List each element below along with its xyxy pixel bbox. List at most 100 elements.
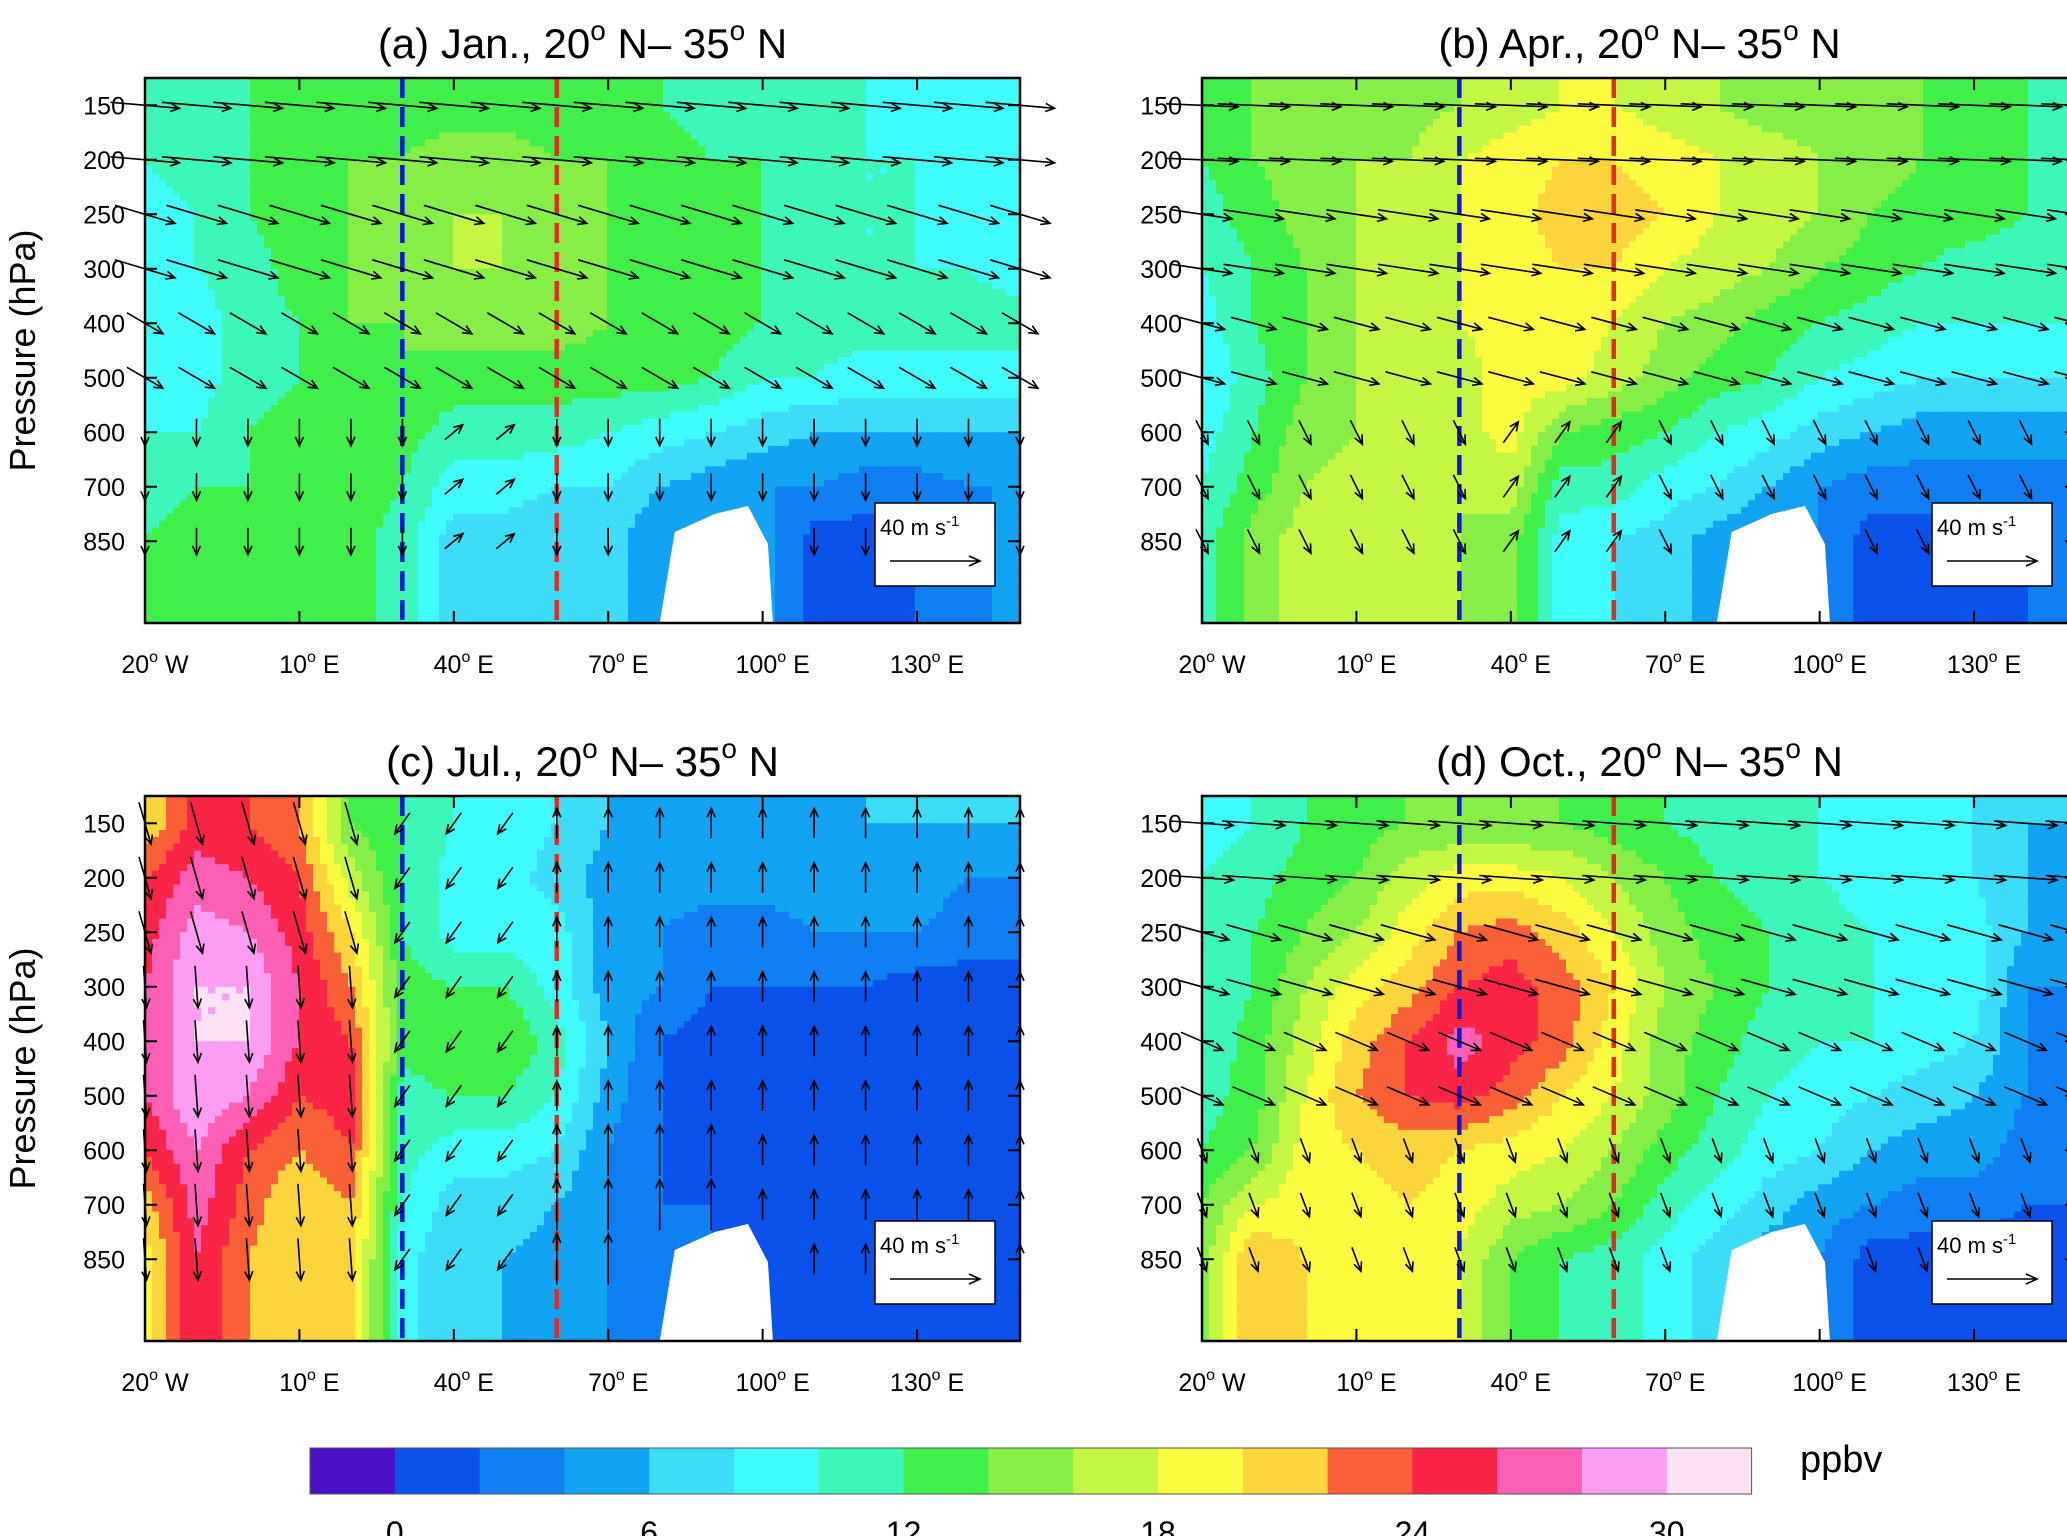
reference-vector: 40 m s-1 (874, 1220, 996, 1305)
wind-arrow (1865, 1138, 1877, 1165)
wind-arrow (1814, 1138, 1826, 1165)
wind-arrow (191, 418, 202, 448)
wind-arrow (1608, 1192, 1620, 1219)
wind-arrow (809, 1187, 819, 1220)
wind-arrow (860, 418, 871, 448)
wind-arrow (316, 156, 388, 167)
wind-arrow (1480, 263, 1543, 277)
wind-arrow (213, 156, 285, 167)
wind-arrow (654, 915, 665, 948)
wind-arrow (1438, 1031, 1483, 1052)
wind-arrow (1273, 820, 1339, 830)
wind-arrow (1554, 420, 1571, 444)
wind-arrow (933, 101, 1005, 113)
wind-arrow (1335, 1086, 1380, 1106)
wind-arrow (1427, 874, 1493, 885)
wind-arrow (435, 312, 474, 335)
wind-arrow (1788, 874, 1854, 885)
wind-arrow (1386, 1086, 1431, 1106)
wind-arrow (1554, 529, 1571, 553)
wind-arrow (603, 527, 614, 557)
wind-arrow (192, 1183, 203, 1228)
wind-arrow (692, 312, 731, 335)
wind-arrow (1796, 316, 1844, 332)
wind-arrow (809, 806, 819, 839)
wind-arrow (470, 101, 542, 113)
wind-arrow (1505, 1192, 1517, 1219)
wind-arrow (654, 860, 665, 893)
wind-arrow (654, 1078, 665, 1111)
wind-arrow (860, 860, 871, 893)
wind-arrow (1489, 1086, 1534, 1106)
wind-arrow (1248, 1192, 1260, 1219)
wind-arrow (294, 473, 305, 503)
x-tick-label: 10o E (1336, 1367, 1396, 1397)
wind-arrow (551, 915, 562, 948)
y-tick-label: 500 (1140, 365, 1182, 393)
wind-arrow (1483, 924, 1540, 942)
plot-frame (143, 76, 1022, 625)
wind-arrow (264, 101, 336, 113)
wind-arrow (1283, 1031, 1328, 1052)
wind-arrow (1686, 263, 1749, 277)
wind-arrow (1840, 263, 1904, 277)
wind-arrow (963, 1133, 974, 1166)
wind-arrow (860, 527, 871, 557)
wind-arrow (835, 204, 898, 226)
wind-arrow (295, 1238, 306, 1283)
y-tick-label: 300 (1140, 256, 1182, 284)
colorbar-swatch (1327, 1448, 1413, 1494)
wind-arrow (706, 1122, 716, 1176)
wind-arrow (1736, 820, 1802, 830)
wind-arrow (496, 1248, 514, 1272)
terrain-mask (1716, 1224, 1830, 1341)
wind-arrow (882, 101, 954, 113)
wind-arrow (779, 156, 851, 167)
x-tick-label: 20o W (121, 1367, 189, 1397)
wind-arrow (1901, 1031, 1946, 1052)
wind-arrow (912, 1133, 922, 1166)
x-tick-label: 100o E (1793, 649, 1867, 679)
wind-arrow (603, 806, 614, 839)
colorbar-swatch (479, 1448, 565, 1494)
colorbar-frame (309, 1447, 1753, 1495)
wind-arrow (1488, 316, 1536, 332)
y-axis-label: Pressure (hPa) (2, 947, 43, 1189)
wind-arrow (603, 418, 614, 448)
wind-arrow (1377, 263, 1440, 277)
panel-title: (a) Jan., 20o N– 35o N (378, 15, 787, 67)
y-tick-label: 200 (1140, 865, 1182, 893)
wind-arrow (393, 1030, 411, 1054)
wind-arrow (757, 1078, 768, 1111)
wind-arrow (1608, 1247, 1620, 1274)
wind-arrow (1711, 1138, 1723, 1165)
wind-arrow (1230, 316, 1278, 332)
wind-arrow (1583, 209, 1646, 223)
wind-arrow (2020, 1138, 2032, 1165)
wind-arrow (1695, 1086, 1740, 1106)
wind-arrow (393, 1193, 411, 1217)
wind-arrow (1843, 924, 1900, 942)
wind-arrow (1738, 209, 1801, 223)
wind-arrow (676, 156, 748, 167)
wind-arrow (1865, 1192, 1877, 1219)
wind-arrow (1438, 1086, 1483, 1106)
panel-title: (c) Jul., 20o N– 35o N (386, 733, 779, 785)
wind-arrow (522, 156, 594, 167)
wind-arrow (393, 812, 411, 836)
y-tick-label: 150 (1140, 92, 1182, 120)
wind-arrow (1539, 316, 1587, 332)
wind-arrow (367, 156, 439, 167)
x-tick-label: 70o E (1645, 649, 1705, 679)
colorbar-swatch (394, 1448, 481, 1494)
x-tick-label: 70o E (588, 649, 648, 679)
wind-arrow (1351, 1138, 1363, 1165)
wind-arrow (344, 911, 360, 956)
wind-arrow (2054, 316, 2067, 322)
wind-arrow (1633, 874, 1699, 885)
y-tick-label: 700 (83, 1192, 125, 1220)
x-tick-label: 100o E (1793, 1367, 1867, 1397)
colorbar-swatch (649, 1448, 735, 1494)
wind-arrow (1605, 529, 1623, 553)
